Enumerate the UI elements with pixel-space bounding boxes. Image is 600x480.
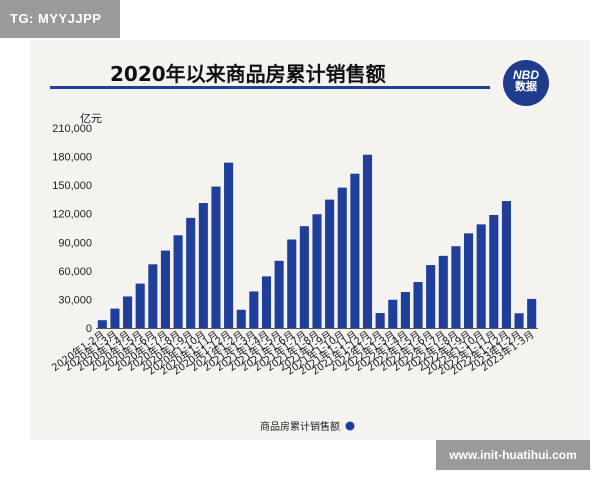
y-tick-label: 180,000 [52,152,92,164]
bar [211,186,221,328]
bar [224,162,234,328]
bar [337,187,347,328]
bar [362,154,373,328]
chart-title: 2020年以来商品房累计销售额 [110,62,386,86]
bar [438,255,448,328]
y-tick-label: 30,000 [58,294,92,306]
legend-label: 商品房累计销售额 [260,420,340,433]
y-tick-label: 120,000 [52,209,92,221]
logo-line1: NBD [513,68,539,82]
y-tick-label: 210,000 [52,123,92,135]
bar [312,214,322,328]
bar [274,260,284,328]
logo-line2: 数据 [515,81,537,93]
bar [261,276,272,328]
bar [501,201,511,328]
bar [451,246,461,328]
bar [325,199,335,328]
nbd-logo: NBD 数据 [503,60,549,106]
bar [413,282,423,328]
bar [527,298,537,328]
bar [148,264,158,328]
bar [514,313,524,328]
bar [123,296,133,328]
bar [400,292,410,328]
bar [287,239,297,328]
bar [110,308,120,328]
bar [236,309,246,328]
bar [173,235,183,328]
title-underline [50,86,490,89]
bar [186,217,196,328]
bar [299,226,309,328]
bar [375,313,385,328]
bar [350,173,360,328]
bar [249,291,259,328]
y-tick-label: 150,000 [52,180,92,192]
y-tick-label: 0 [86,323,92,335]
bar [426,265,436,328]
bar [97,320,107,328]
bar [463,233,474,328]
bar [160,250,171,328]
y-tick-label: 60,000 [58,266,92,278]
bar [489,215,499,328]
legend-marker [345,421,355,431]
bar [198,202,208,328]
y-axis-unit: 亿元 [80,112,102,125]
y-tick-label: 90,000 [58,237,92,249]
footer-url: www.init-huatihui.com [436,440,590,470]
bar [388,299,398,328]
bar [476,224,486,328]
corner-tag: TG: MYYJJPP [0,0,120,38]
bar [135,283,145,328]
